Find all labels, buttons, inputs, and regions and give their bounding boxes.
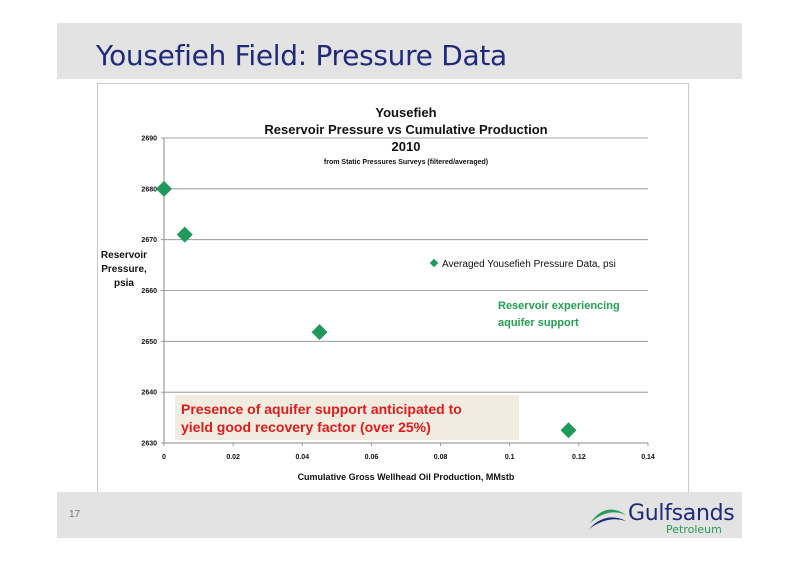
y-tick-labels: 2630 2640 2650 2660 2670 2680 2690 xyxy=(141,136,157,448)
chart-subtitle: from Static Pressures Surveys (filtered/… xyxy=(324,159,488,166)
x-tick-label: 0.14 xyxy=(641,454,655,461)
footer-banner xyxy=(57,492,742,538)
y-tick-label: 2690 xyxy=(141,136,157,143)
x-tick-label: 0.08 xyxy=(434,454,448,461)
legend: Averaged Yousefieh Pressure Data, psi xyxy=(429,258,616,270)
x-axis-label: Cumulative Gross Wellhead Oil Production… xyxy=(298,472,515,482)
chart-title-line-2: Reservoir Pressure vs Cumulative Product… xyxy=(264,122,547,137)
y-tick-label: 2680 xyxy=(141,186,157,193)
y-tick-label: 2670 xyxy=(141,237,157,244)
chart-title-line-3: 2010 xyxy=(392,139,421,154)
x-tick-label: 0.12 xyxy=(572,454,586,461)
y-tick-label: 2650 xyxy=(141,339,157,346)
x-tick-labels: 0 0.02 0.04 0.06 0.08 0.1 0.12 0.14 xyxy=(162,454,655,461)
x-tick-label: 0.06 xyxy=(365,454,379,461)
logo-mark xyxy=(589,509,626,529)
y-axis-label-line-1: Reservoir xyxy=(101,250,147,261)
slide-title: Yousefieh Field: Pressure Data xyxy=(96,39,507,72)
title-banner xyxy=(57,23,742,79)
data-point-0 xyxy=(156,180,172,197)
grid-lines xyxy=(161,137,649,446)
aquifer-note-line-1: Reservoir experiencing xyxy=(498,300,620,312)
x-tick-label: 0.1 xyxy=(505,454,515,461)
logo-subtitle: Petroleum xyxy=(666,523,722,536)
y-tick-label: 2660 xyxy=(141,288,157,295)
page-number: 17 xyxy=(69,509,81,520)
recovery-note-line-1: Presence of aquifer support anticipated … xyxy=(181,401,462,417)
aquifer-note-line-2: aquifer support xyxy=(498,317,579,329)
data-points xyxy=(156,180,577,439)
data-point-2 xyxy=(311,324,328,341)
x-tick-label: 0 xyxy=(162,454,166,461)
y-tick-label: 2640 xyxy=(141,390,157,397)
legend-marker xyxy=(429,258,439,268)
y-axis-label-line-2: Pressure, xyxy=(101,264,147,275)
chart-title-line-1: Yousefieh xyxy=(375,105,436,120)
logo-name: Gulfsands xyxy=(628,501,735,526)
x-tick-label: 0.04 xyxy=(295,454,309,461)
legend-label: Averaged Yousefieh Pressure Data, psi xyxy=(442,259,616,270)
data-point-3 xyxy=(560,422,577,439)
y-axis-label-line-3: psia xyxy=(114,278,134,289)
data-point-1 xyxy=(176,226,193,243)
x-tick-label: 0.02 xyxy=(226,454,240,461)
recovery-note-line-2: yield good recovery factor (over 25%) xyxy=(181,419,431,435)
y-tick-label: 2630 xyxy=(141,441,157,448)
recovery-note-box xyxy=(175,395,519,440)
